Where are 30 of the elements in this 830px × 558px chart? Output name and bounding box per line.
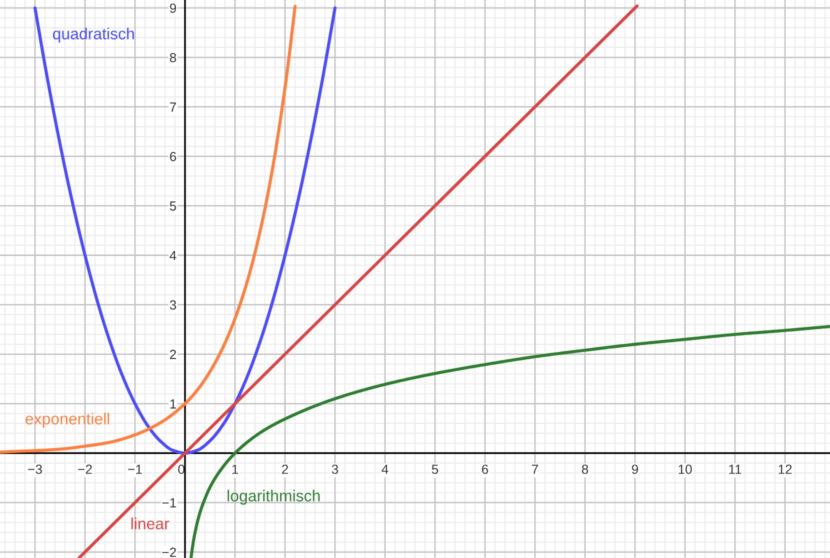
x-tick-label: 2 <box>282 464 288 474</box>
y-tick-label: 5 <box>170 201 176 211</box>
y-tick-label: 6 <box>170 152 176 162</box>
x-tick-label: 10 <box>678 464 692 474</box>
series-label: quadratisch <box>52 28 134 43</box>
series-label: linear <box>131 518 170 530</box>
y-tick-label: 1 <box>170 399 176 408</box>
x-tick-label: 3 <box>332 464 338 474</box>
x-tick-label: −3 <box>28 464 42 474</box>
x-tick-label: 7 <box>532 464 538 474</box>
x-tick-label: 9 <box>632 464 638 474</box>
y-tick-label: 9 <box>170 3 176 13</box>
x-tick-label: 11 <box>729 464 742 474</box>
series-label: exponentiell <box>26 412 110 428</box>
x-tick-label: 8 <box>582 464 588 474</box>
x-tick-label: 12 <box>778 464 792 474</box>
y-tick-label: 3 <box>170 300 176 310</box>
y-tick-label: 2 <box>170 350 176 359</box>
series-label: logarithmisch <box>228 490 320 505</box>
y-tick-label: 7 <box>170 102 176 112</box>
x-tick-label: 1 <box>232 464 238 474</box>
x-tick-label: 4 <box>382 464 388 474</box>
x-tick-label: 6 <box>482 464 488 474</box>
y-tick-label: 4 <box>170 250 176 260</box>
x-tick-label: −2 <box>78 464 92 474</box>
x-tick-label: −1 <box>128 464 142 474</box>
y-tick-label: −2 <box>162 548 176 557</box>
y-tick-label: −1 <box>162 498 176 508</box>
y-tick-label: 8 <box>170 52 176 62</box>
x-tick-label: 5 <box>432 464 438 474</box>
